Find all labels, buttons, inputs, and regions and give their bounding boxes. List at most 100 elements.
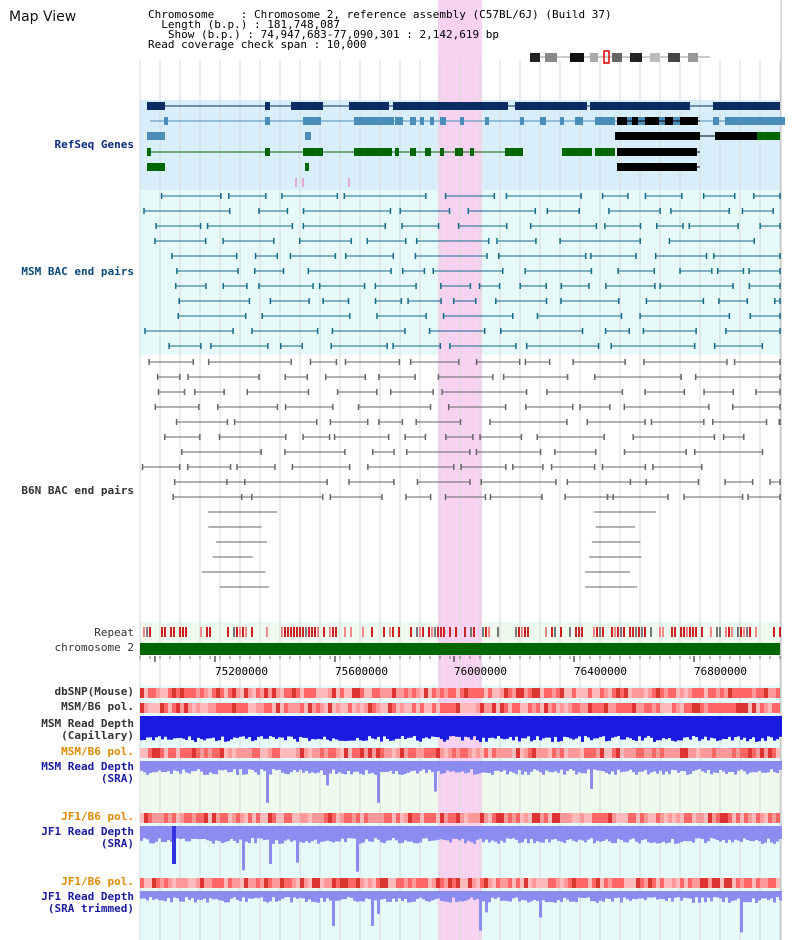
jf1-trimmed-depth-bar	[521, 891, 524, 900]
track-label-jf1-depth-trimmed[interactable]: JF1 Read Depth (SRA trimmed)	[41, 890, 134, 915]
jf1-b6-pol-strip	[624, 813, 628, 823]
msm-b6-pol-strip	[640, 748, 644, 758]
msm-b6-pol-strip	[144, 703, 148, 713]
msm-capillary-depth-bar	[728, 716, 731, 737]
msm-capillary-depth-bar	[629, 716, 632, 739]
repeat-mark	[206, 627, 208, 637]
jf1-b6-pol-strip	[284, 813, 288, 823]
msm-b6-pol-strip	[492, 703, 496, 713]
msm-sra-depth-bar	[536, 761, 539, 771]
dbsnp-strip	[776, 688, 780, 698]
msm-b6-pol-strip	[452, 748, 456, 758]
jf1-b6-pol-strip	[240, 878, 244, 888]
track-label-jf1-b6-pol[interactable]: JF1/B6 pol.	[61, 810, 134, 823]
track-label-refseq[interactable]: RefSeq Genes	[54, 138, 134, 151]
jf1-b6-pol-strip	[156, 813, 160, 823]
msm-capillary-depth-bar	[290, 716, 293, 737]
msm-b6-pol-strip	[280, 748, 284, 758]
msm-sra-depth-bar	[599, 761, 602, 771]
jf1-trimmed-depth-bar	[185, 891, 188, 898]
msm-sra-depth-bar	[773, 761, 776, 773]
track-label-msm-depth-capillary[interactable]: MSM Read Depth (Capillary)	[41, 717, 134, 742]
msm-b6-pol-strip	[440, 703, 444, 713]
track-label-jf1-depth-sra[interactable]: JF1 Read Depth (SRA)	[41, 825, 134, 850]
jf1-b6-pol-strip	[304, 813, 308, 823]
msm-capillary-depth-bar	[242, 716, 245, 737]
track-label-repeat[interactable]: Repeat	[94, 626, 134, 639]
track-label-msm-b6-pol[interactable]: MSM/B6 pol.	[61, 700, 134, 713]
jf1-b6-pol-strip	[508, 813, 512, 823]
dbsnp-strip	[604, 688, 608, 698]
msm-b6-pol-strip	[344, 703, 348, 713]
track-label-msm-b6-pol-2[interactable]: MSM/B6 pol.	[61, 745, 134, 758]
jf1-trimmed-depth-bar	[581, 891, 584, 899]
jf1-b6-pol-strip	[288, 878, 292, 888]
jf1-sra-depth-bar	[257, 826, 260, 839]
dbsnp-strip	[348, 688, 352, 698]
msm-b6-pol-strip	[444, 703, 448, 713]
track-label-dbsnp[interactable]: dbSNP(Mouse)	[54, 685, 134, 698]
jf1-sra-depth-bar	[527, 826, 530, 844]
msm-b6-pol-strip	[584, 748, 588, 758]
jf1-trimmed-depth-bar	[209, 891, 212, 899]
repeat-mark	[575, 627, 577, 637]
jf1-b6-pol-strip	[464, 878, 468, 888]
jf1-b6-pol-strip	[540, 878, 544, 888]
msm-sra-depth-bar	[629, 761, 632, 770]
msm-sra-depth-bar	[284, 761, 287, 774]
jf1-trimmed-depth-bar	[245, 891, 248, 902]
msm-b6-pol-strip	[208, 748, 212, 758]
msm-b6-pol-strip	[144, 748, 148, 758]
dbsnp-strip	[512, 688, 516, 698]
msm-b6-pol-strip	[520, 748, 524, 758]
msm-capillary-depth-bar	[563, 716, 566, 737]
msm-capillary-depth-bar	[365, 716, 368, 741]
repeat-mark	[497, 627, 499, 637]
track-label-b6n-bac[interactable]: B6N BAC end pairs	[21, 484, 134, 497]
jf1-b6-pol-strip	[224, 813, 228, 823]
jf1-b6-pol-strip	[360, 878, 364, 888]
msm-b6-pol-strip	[744, 748, 748, 758]
msm-b6-pol-strip	[324, 748, 328, 758]
msm-sra-depth-bar	[224, 761, 227, 770]
jf1-b6-pol-strip	[248, 878, 252, 888]
msm-sra-depth-bar	[479, 761, 482, 774]
msm-b6-pol-strip	[612, 703, 616, 713]
dbsnp-strip	[728, 688, 732, 698]
msm-b6-pol-strip	[724, 703, 728, 713]
track-label-msm-depth-sra[interactable]: MSM Read Depth (SRA)	[41, 760, 134, 785]
dbsnp-strip	[308, 688, 312, 698]
jf1-trimmed-depth-bar	[176, 891, 179, 899]
jf1-b6-pol-strip	[496, 813, 500, 823]
msm-sra-depth-bar	[347, 761, 350, 771]
msm-b6-pol-strip	[260, 748, 264, 758]
gene-exon	[265, 102, 270, 110]
msm-capillary-depth-bar	[167, 716, 170, 740]
gene-exon	[147, 102, 165, 110]
track-label-jf1-b6-pol-2[interactable]: JF1/B6 pol.	[61, 875, 134, 888]
msm-sra-depth-bar	[749, 761, 752, 773]
ideogram-band	[688, 53, 698, 62]
msm-b6-pol-strip	[180, 703, 184, 713]
jf1-sra-depth-bar	[314, 826, 317, 840]
jf1-sra-depth-bar	[176, 826, 179, 839]
msm-capillary-depth-bar	[638, 716, 641, 737]
jf1-b6-pol-strip	[580, 813, 584, 823]
track-label-chromosome[interactable]: chromosome 2	[54, 641, 134, 654]
ideogram-band	[612, 53, 622, 62]
dbsnp-strip	[752, 688, 756, 698]
jf1-trimmed-depth-bar	[284, 891, 287, 898]
msm-b6-pol-strip	[500, 703, 504, 713]
dbsnp-strip	[424, 688, 428, 698]
jf1-sra-depth-bar	[293, 826, 296, 841]
track-label-msm-bac[interactable]: MSM BAC end pairs	[21, 265, 134, 278]
msm-b6-pol-strip	[728, 748, 732, 758]
msm-b6-pol-strip	[592, 748, 596, 758]
jf1-b6-pol-strip	[524, 878, 528, 888]
jf1-trimmed-depth-bar	[710, 891, 713, 902]
msm-b6-pol-strip	[248, 703, 252, 713]
jf1-trimmed-depth-bar	[428, 891, 431, 902]
msm-b6-pol-strip	[232, 703, 236, 713]
jf1-trimmed-depth-bar	[191, 891, 194, 898]
msm-sra-depth-bar	[662, 761, 665, 775]
